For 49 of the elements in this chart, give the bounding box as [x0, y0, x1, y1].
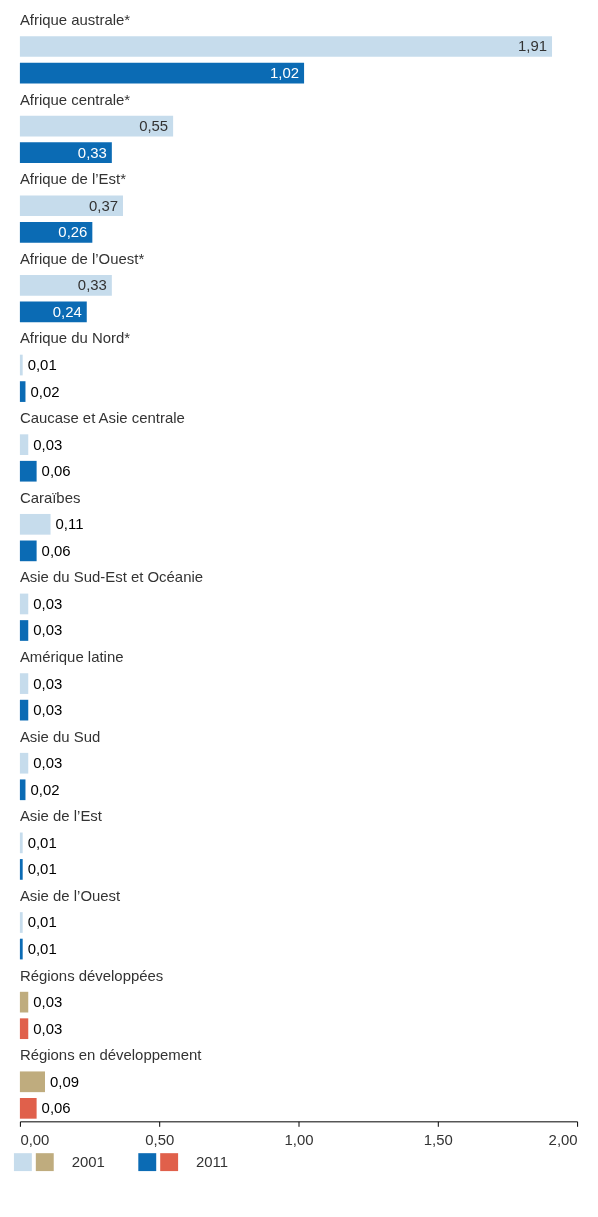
x-tick-label: 1,50 — [423, 1130, 453, 1148]
data-label: 0,24 — [52, 302, 82, 320]
y-tick-label: Afrique centrale* — [19, 90, 131, 108]
data-label: 0,03 — [33, 621, 63, 639]
data-label: 0,01 — [27, 860, 57, 878]
y-tick-label: Asie du Sud-Est et Océanie — [19, 568, 204, 586]
data-label: 0,02 — [30, 780, 60, 798]
legend-label: 2001 — [71, 1153, 105, 1171]
x-tick-label: 0,50 — [145, 1130, 175, 1148]
data-label: 0,37 — [88, 196, 119, 214]
legend-label: 2011 — [196, 1153, 229, 1171]
data-label: 0,06 — [41, 541, 71, 559]
data-label: 0,33 — [77, 276, 107, 294]
data-label: 0,03 — [33, 674, 63, 692]
data-label: 0,55 — [139, 117, 169, 135]
data-label: 0,26 — [58, 223, 88, 241]
y-tick-label: Afrique de l’Ouest* — [19, 249, 145, 267]
y-tick-label: Afrique australe* — [19, 10, 131, 28]
data-label: 0,01 — [27, 356, 57, 374]
data-label: 0,06 — [41, 462, 71, 480]
data-label: 0,03 — [33, 435, 63, 453]
y-tick-label: Caucase et Asie centrale — [19, 409, 185, 427]
data-label: 0,11 — [55, 515, 84, 533]
y-tick-label: Caraïbes — [19, 488, 81, 506]
y-tick-label: Régions en développement — [19, 1046, 203, 1064]
data-label: 0,01 — [27, 913, 57, 931]
data-label: 0,33 — [77, 143, 107, 161]
y-tick-label: Asie de l’Est — [19, 807, 103, 825]
y-tick-label: Afrique du Nord* — [19, 329, 131, 347]
data-label: 0,03 — [33, 594, 63, 612]
data-label: 1,91 — [518, 37, 548, 55]
y-tick-label: Asie du Sud — [19, 727, 101, 745]
data-label: 0,09 — [49, 1072, 79, 1090]
data-label: 0,03 — [33, 701, 63, 719]
data-label: 0,03 — [33, 754, 63, 772]
data-label: 0,06 — [41, 1099, 71, 1117]
y-tick-label: Asie de l’Ouest — [19, 886, 122, 904]
y-tick-label: Amérique latine — [19, 648, 124, 666]
data-label: 0,03 — [33, 993, 63, 1011]
y-tick-label: Afrique de l’Est* — [19, 170, 127, 188]
x-tick-label: 2,00 — [548, 1130, 578, 1148]
data-label: 1,02 — [270, 64, 300, 82]
y-tick-label: Régions développées — [19, 966, 164, 984]
data-label: 0,02 — [30, 382, 60, 400]
data-label: 0,03 — [33, 1019, 63, 1037]
x-tick-label: 1,00 — [284, 1130, 314, 1148]
data-label: 0,01 — [27, 833, 57, 851]
data-label: 0,01 — [27, 940, 57, 958]
x-tick-label: 0,00 — [20, 1130, 50, 1148]
